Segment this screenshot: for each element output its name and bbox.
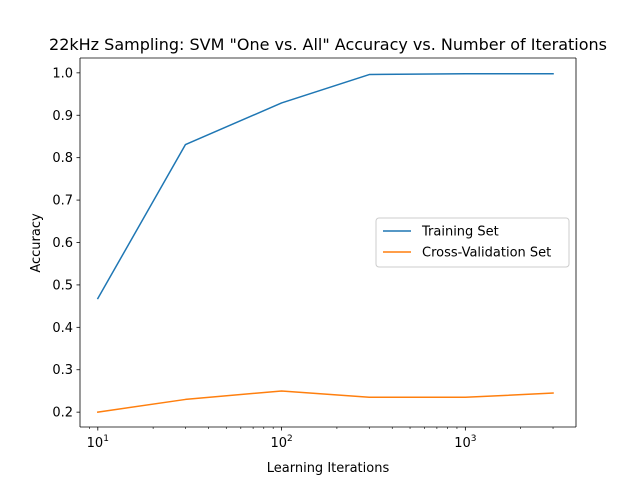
series-layer [96,72,554,414]
series-line-0 [96,72,554,300]
x-axis-label: Learning Iterations [267,461,390,476]
chart-title: 22kHz Sampling: SVM "One vs. All" Accura… [49,35,607,54]
y-tick-label: 0.6 [52,236,73,251]
x-tick-label: 103 [454,434,476,451]
x-tick-label: 102 [270,434,292,451]
y-tick-label: 0.9 [52,109,73,124]
y-tick-label: 1.0 [52,66,73,81]
series-line-1 [96,390,554,414]
x-tick-label: 101 [87,434,109,451]
legend: Training Set Cross-Validation Set [375,217,570,268]
plot-area: 0.2 0.3 0.4 0.5 0.6 0.7 0.8 0.9 1.0 101 102 103 [52,57,577,451]
y-tick-label: 0.3 [52,363,73,378]
y-tick-label: 0.4 [52,321,73,336]
y-tick-label: 0.2 [52,406,73,421]
y-tick-label: 0.7 [52,194,73,209]
axes-layer: 0.2 0.3 0.4 0.5 0.6 0.7 0.8 0.9 1.0 101 102 103 [52,57,577,451]
y-axis-label: Accuracy [29,213,44,273]
legend-frame [375,217,570,268]
legend-label-0: Training Set [421,225,499,240]
y-tick-label: 0.8 [52,151,73,166]
y-tick-label: 0.5 [52,278,73,293]
legend-label-1: Cross-Validation Set [422,246,551,261]
